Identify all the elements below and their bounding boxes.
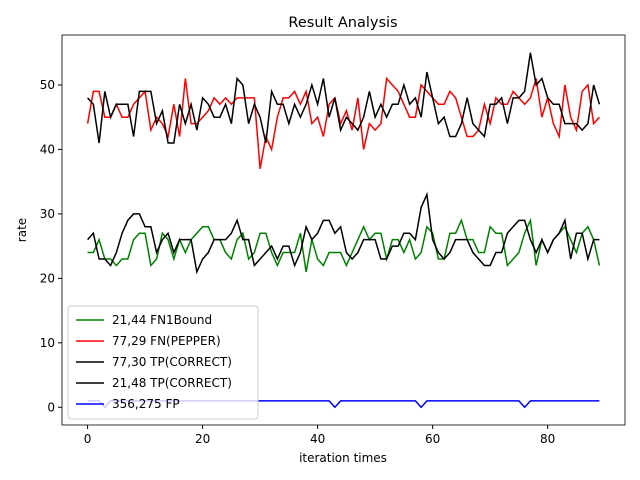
legend-label: 21,44 FN1Bound	[112, 313, 212, 327]
x-tick-label: 20	[195, 432, 210, 446]
x-tick-label: 40	[310, 432, 325, 446]
legend-label: 21,48 TP(CORRECT)	[112, 376, 232, 390]
legend-label: 77,29 FN(PEPPER)	[112, 334, 221, 348]
x-tick-label: 80	[540, 432, 555, 446]
legend-label: 77,30 TP(CORRECT)	[112, 355, 232, 369]
series-line	[87, 52, 601, 144]
plot-frame	[61, 34, 626, 426]
y-tick-label: 30	[40, 207, 55, 221]
series-line	[87, 217, 601, 273]
y-tick-label: 20	[40, 271, 55, 285]
legend-box	[67, 305, 259, 420]
y-tick-label: 50	[40, 78, 55, 92]
legend-label: 356,275 FP	[112, 397, 180, 411]
y-axis-label: rate	[15, 218, 29, 242]
x-axis-label: iteration times	[299, 451, 387, 465]
y-tick-label: 40	[40, 142, 55, 156]
series-line	[87, 191, 600, 275]
x-tick-label: 0	[84, 432, 92, 446]
series-line	[86, 76, 600, 169]
y-tick-label: 0	[47, 400, 55, 414]
y-tick-label: 10	[40, 336, 55, 350]
x-tick-label: 60	[425, 432, 440, 446]
chart-title: Result Analysis	[288, 15, 397, 31]
